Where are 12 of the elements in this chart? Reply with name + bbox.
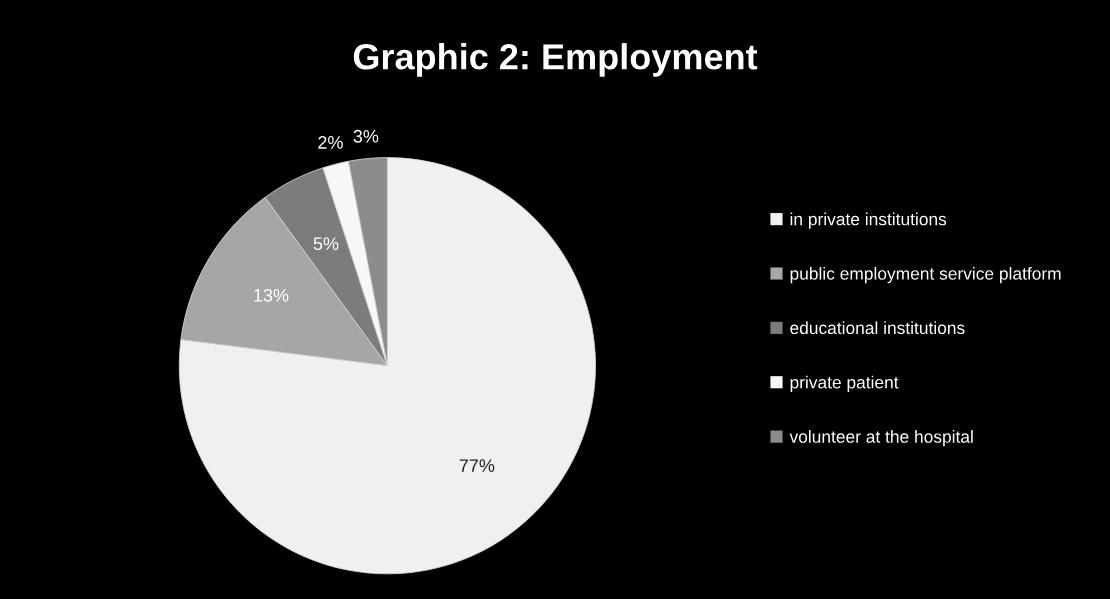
legend-label: in private institutions	[790, 212, 947, 229]
data-label: 2%	[318, 136, 343, 149]
data-label: 3%	[353, 129, 379, 143]
chart-title: Graphic 2: Employment	[353, 43, 758, 77]
legend-label: educational institutions	[790, 321, 965, 335]
legend-label: volunteer at the hospital	[789, 430, 973, 447]
data-label: 77%	[459, 459, 495, 472]
data-label: 13%	[254, 288, 289, 302]
data-label: 5%	[313, 237, 339, 251]
legend-label: private patient	[790, 375, 899, 392]
legend-label: public employment service platform	[790, 266, 1061, 284]
pie-slice	[178, 157, 596, 575]
